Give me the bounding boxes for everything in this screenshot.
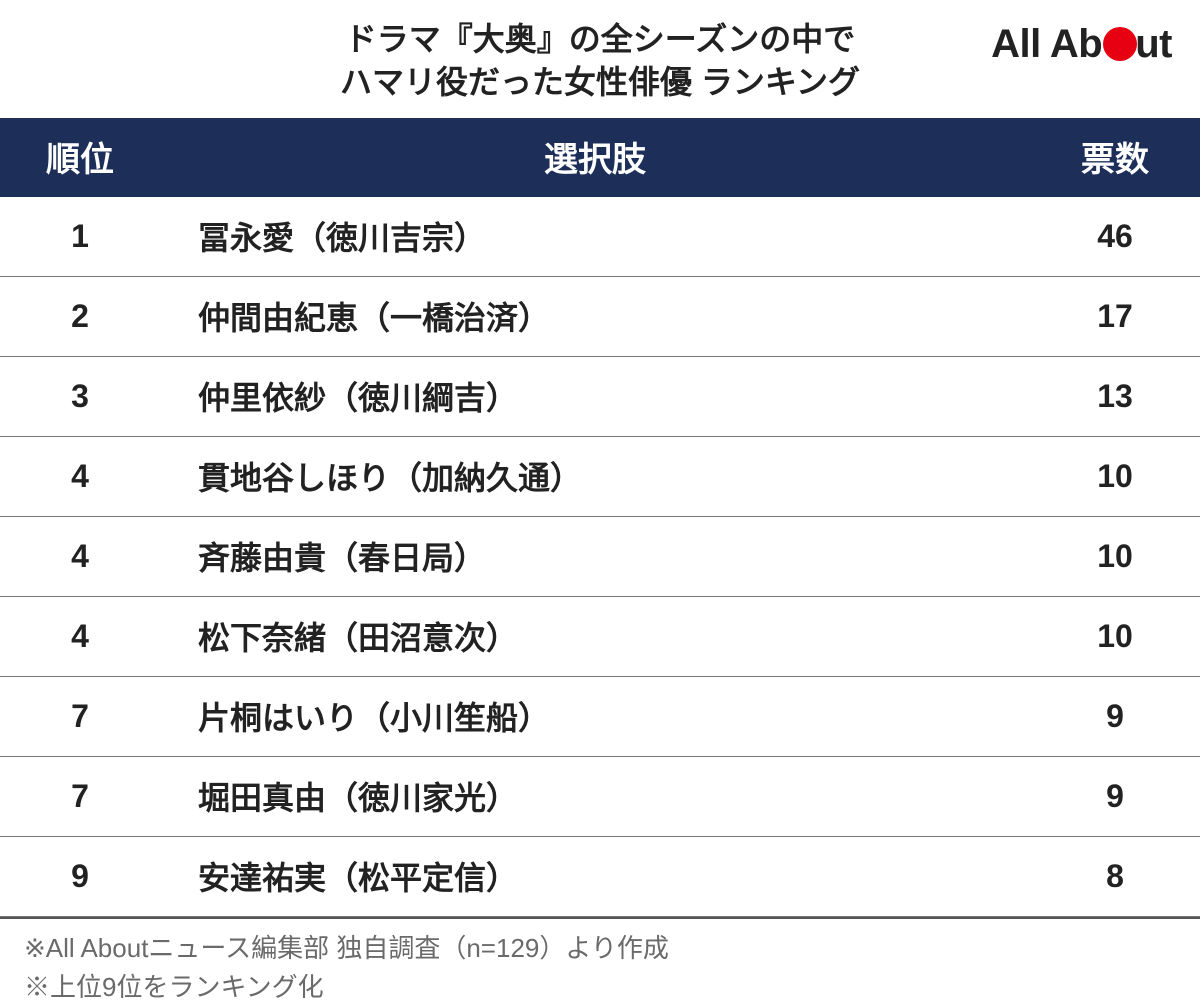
cell-votes: 9	[1030, 677, 1200, 757]
cell-rank: 7	[0, 677, 160, 757]
cell-choice: 仲里依紗（徳川綱吉）	[160, 357, 1030, 437]
allabout-logo: All Ab ut	[991, 22, 1172, 67]
cell-votes: 10	[1030, 517, 1200, 597]
table-row: 4 松下奈緒（田沼意次） 10	[0, 597, 1200, 677]
footer: ※All Aboutニュース編集部 独自調査（n=129）より作成 ※上位9位を…	[0, 917, 1200, 1007]
logo-prefix: All Ab	[991, 22, 1102, 67]
cell-choice: 片桐はいり（小川笙船）	[160, 677, 1030, 757]
cell-votes: 8	[1030, 837, 1200, 917]
table-row: 4 貫地谷しほり（加納久通） 10	[0, 437, 1200, 517]
table-row: 9 安達祐実（松平定信） 8	[0, 837, 1200, 917]
header: ドラマ『大奥』の全シーズンの中で ハマリ役だった女性俳優 ランキング All A…	[0, 0, 1200, 118]
cell-rank: 4	[0, 517, 160, 597]
footnote-1: ※All Aboutニュース編集部 独自調査（n=129）より作成	[24, 929, 1176, 968]
cell-rank: 4	[0, 437, 160, 517]
cell-rank: 3	[0, 357, 160, 437]
cell-rank: 4	[0, 597, 160, 677]
cell-choice: 安達祐実（松平定信）	[160, 837, 1030, 917]
table-row: 4 斉藤由貴（春日局） 10	[0, 517, 1200, 597]
footnote-2: ※上位9位をランキング化	[24, 968, 1176, 1007]
cell-votes: 10	[1030, 597, 1200, 677]
cell-choice: 松下奈緒（田沼意次）	[160, 597, 1030, 677]
table-row: 1 冨永愛（徳川吉宗） 46	[0, 197, 1200, 277]
ranking-table: 順位 選択肢 票数 1 冨永愛（徳川吉宗） 46 2 仲間由紀恵（一橋治済） 1…	[0, 118, 1200, 917]
logo-dot-icon	[1103, 27, 1137, 61]
cell-choice: 仲間由紀恵（一橋治済）	[160, 277, 1030, 357]
cell-rank: 2	[0, 277, 160, 357]
title-line-2: ハマリ役だった女性俳優 ランキング	[24, 61, 1176, 104]
cell-votes: 46	[1030, 197, 1200, 277]
table-row: 3 仲里依紗（徳川綱吉） 13	[0, 357, 1200, 437]
col-header-choice: 選択肢	[160, 118, 1030, 197]
cell-rank: 9	[0, 837, 160, 917]
ranking-infographic: ドラマ『大奥』の全シーズンの中で ハマリ役だった女性俳優 ランキング All A…	[0, 0, 1200, 1007]
cell-votes: 9	[1030, 757, 1200, 837]
table-row: 7 堀田真由（徳川家光） 9	[0, 757, 1200, 837]
logo-suffix: ut	[1135, 22, 1172, 67]
table-row: 2 仲間由紀恵（一橋治済） 17	[0, 277, 1200, 357]
col-header-votes: 票数	[1030, 118, 1200, 197]
table-row: 7 片桐はいり（小川笙船） 9	[0, 677, 1200, 757]
col-header-rank: 順位	[0, 118, 160, 197]
cell-rank: 1	[0, 197, 160, 277]
cell-votes: 13	[1030, 357, 1200, 437]
cell-choice: 冨永愛（徳川吉宗）	[160, 197, 1030, 277]
table-body: 1 冨永愛（徳川吉宗） 46 2 仲間由紀恵（一橋治済） 17 3 仲里依紗（徳…	[0, 197, 1200, 917]
cell-choice: 堀田真由（徳川家光）	[160, 757, 1030, 837]
cell-choice: 貫地谷しほり（加納久通）	[160, 437, 1030, 517]
table-header: 順位 選択肢 票数	[0, 118, 1200, 197]
cell-rank: 7	[0, 757, 160, 837]
cell-votes: 17	[1030, 277, 1200, 357]
cell-votes: 10	[1030, 437, 1200, 517]
cell-choice: 斉藤由貴（春日局）	[160, 517, 1030, 597]
